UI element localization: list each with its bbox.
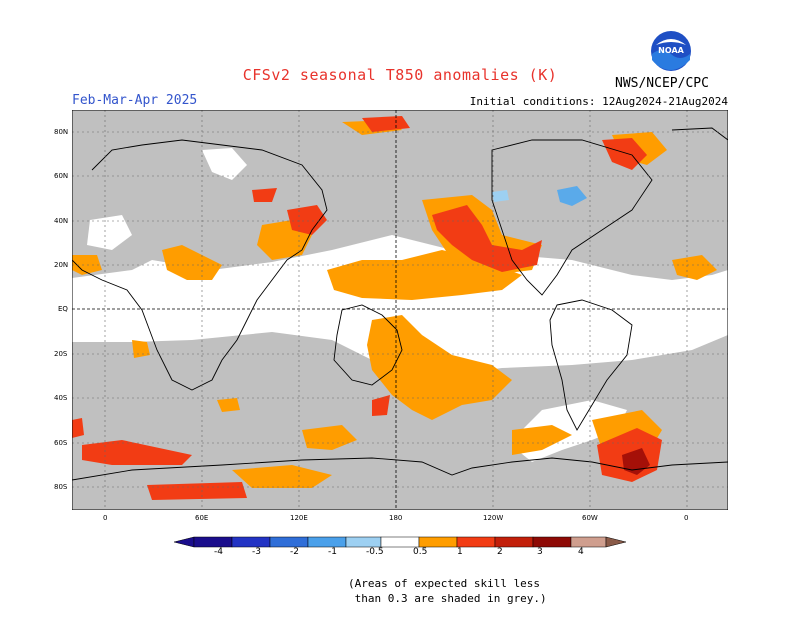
colorbar-label: -3 bbox=[252, 547, 261, 557]
colorbar-label: 3 bbox=[537, 547, 543, 557]
lon-label-180: 180 bbox=[389, 514, 403, 522]
season-label: Feb-Mar-Apr 2025 bbox=[72, 93, 198, 108]
agency-label: NWS/NCEP/CPC bbox=[615, 76, 709, 91]
lon-label-0: 0 bbox=[103, 514, 108, 522]
colorbar-label: -4 bbox=[214, 547, 223, 557]
colorbar-label: -1 bbox=[328, 547, 337, 557]
colorbar-label: -2 bbox=[290, 547, 299, 557]
lat-label-40n: 40N bbox=[54, 217, 69, 225]
lat-label-80s: 80S bbox=[54, 483, 68, 491]
logo-text: NOAA bbox=[658, 46, 684, 55]
colorbar-low-arrow bbox=[174, 536, 195, 548]
colorbar-label: 2 bbox=[497, 547, 503, 557]
skill-note: (Areas of expected skill less than 0.3 a… bbox=[348, 577, 547, 605]
lon-label-120e: 120E bbox=[290, 514, 308, 522]
lon-label-120w: 120W bbox=[483, 514, 504, 522]
lon-label-0-east: 0 bbox=[684, 514, 689, 522]
lat-label-60n: 60N bbox=[54, 172, 69, 180]
lon-label-60w: 60W bbox=[582, 514, 598, 522]
lat-label-60s: 60S bbox=[54, 439, 68, 447]
initial-conditions: Initial conditions: 12Aug2024-21Aug2024 bbox=[469, 95, 728, 108]
lat-label-20s: 20S bbox=[54, 350, 68, 358]
lat-label-20n: 20N bbox=[54, 261, 69, 269]
map-title: CFSv2 seasonal T850 anomalies (K) bbox=[242, 66, 558, 84]
colorbar-label: -0.5 bbox=[366, 547, 384, 557]
lat-label-40s: 40S bbox=[54, 394, 68, 402]
lat-label-80n: 80N bbox=[54, 128, 69, 136]
colorbar-label: 4 bbox=[578, 547, 584, 557]
lon-label-60e: 60E bbox=[195, 514, 209, 522]
colorbar-label: 1 bbox=[457, 547, 463, 557]
colorbar-label: 0.5 bbox=[413, 547, 428, 557]
colorbar bbox=[174, 536, 626, 548]
anomaly-map bbox=[72, 110, 728, 510]
noaa-logo-icon: NOAA bbox=[651, 31, 691, 71]
colorbar-high-arrow bbox=[605, 536, 626, 548]
lat-label-eq: EQ bbox=[58, 305, 68, 313]
